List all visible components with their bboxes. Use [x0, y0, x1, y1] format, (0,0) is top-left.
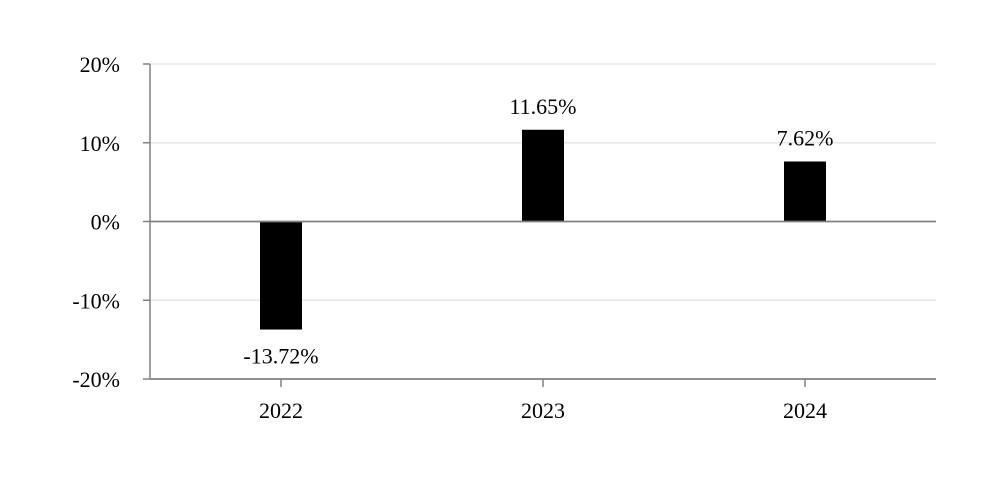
- axes: [143, 63, 936, 387]
- bar-2023: [522, 129, 564, 222]
- y-tick-label: 20%: [80, 52, 120, 77]
- y-tick-label: -20%: [72, 367, 120, 392]
- x-tick-label-2023: 2023: [521, 398, 565, 423]
- bars: [260, 129, 826, 330]
- bar-2022: [260, 221, 302, 330]
- y-tick-label: 10%: [80, 131, 120, 156]
- data-label-2023: 11.65%: [509, 94, 576, 119]
- labels: 20% 10% 0% -10% -20% -13.72% 2022 11.65% 2023 7.6…: [72, 52, 833, 423]
- bar-2024: [784, 161, 826, 222]
- data-label-2024: 7.62%: [777, 125, 834, 150]
- y-tick-label: 0%: [91, 210, 120, 235]
- data-label-2022: -13.72%: [243, 344, 318, 369]
- y-tick-label: -10%: [72, 288, 120, 313]
- x-tick-label-2022: 2022: [259, 398, 303, 423]
- x-tick-label-2024: 2024: [783, 398, 827, 423]
